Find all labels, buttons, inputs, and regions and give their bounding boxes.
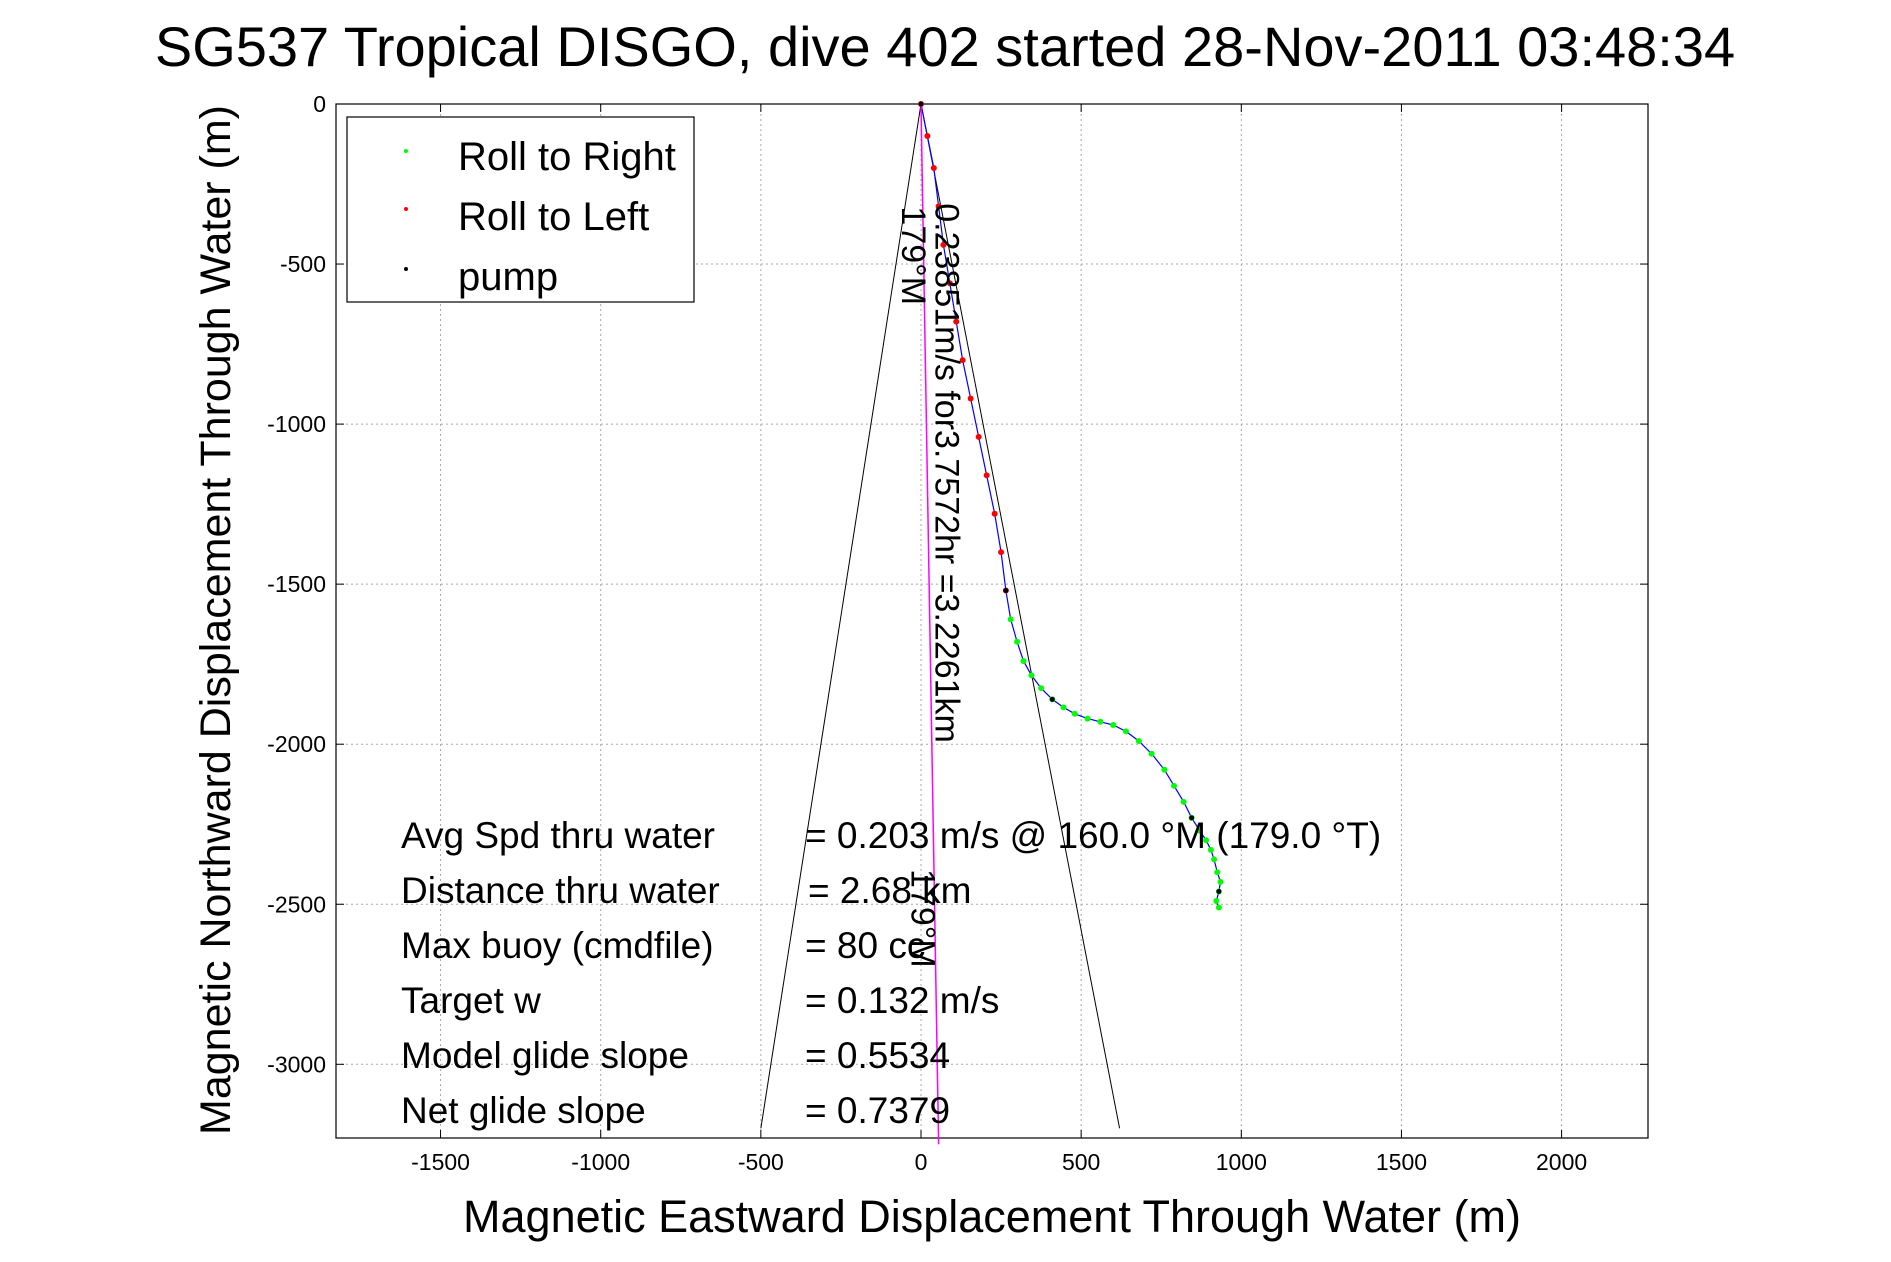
roll-right-marker bbox=[1148, 750, 1155, 757]
legend-marker-roll-right bbox=[404, 149, 408, 153]
annotation-2: 179°M bbox=[903, 869, 941, 968]
y-tick-label: -2000 bbox=[267, 731, 326, 757]
x-tick-label: 500 bbox=[1062, 1149, 1100, 1175]
roll-right-marker bbox=[1097, 718, 1104, 725]
roll-right-marker bbox=[1038, 685, 1045, 692]
roll-right-marker bbox=[1071, 710, 1078, 717]
x-tick-label: -500 bbox=[738, 1149, 784, 1175]
x-tick-label: 0 bbox=[915, 1149, 928, 1175]
stat-value-max-buoy: = 80 cc bbox=[805, 925, 925, 966]
x-tick-label: 1500 bbox=[1376, 1149, 1427, 1175]
roll-right-marker bbox=[1196, 827, 1203, 834]
x-tick-label: -1500 bbox=[411, 1149, 470, 1175]
roll-right-marker bbox=[1214, 869, 1221, 876]
roll-right-marker bbox=[1135, 737, 1142, 744]
pump-marker bbox=[918, 101, 924, 107]
legend-marker-roll-left bbox=[404, 207, 408, 211]
stat-label-target-w: Target w bbox=[401, 980, 541, 1021]
stat-value-avg-speed: = 0.203 m/s @ 160.0 °M (179.0 °T) bbox=[805, 815, 1381, 856]
roll-left-marker bbox=[953, 318, 960, 325]
roll-right-marker bbox=[1020, 657, 1027, 664]
roll-left-marker bbox=[930, 165, 937, 172]
stat-value-net-glide: = 0.7379 bbox=[805, 1090, 950, 1131]
stat-label-model-glide: Model glide slope bbox=[401, 1035, 689, 1076]
y-axis-label: Magnetic Northward Displacement Through … bbox=[192, 105, 240, 1135]
roll-right-marker bbox=[1180, 798, 1187, 805]
roll-right-marker bbox=[1211, 856, 1218, 863]
roll-left-marker bbox=[967, 395, 974, 402]
pump-marker bbox=[1216, 888, 1222, 894]
roll-right-marker bbox=[1215, 904, 1222, 911]
roll-left-marker bbox=[924, 133, 931, 140]
legend: Roll to Right Roll to Left pump bbox=[346, 116, 695, 303]
cone-right-edge bbox=[920, 103, 1121, 1129]
roll-right-marker bbox=[1213, 898, 1220, 905]
y-tick-label: -3000 bbox=[267, 1051, 326, 1077]
roll-left-marker bbox=[998, 549, 1005, 556]
annotation-0: 0.23851m/s for3.7572hr =3.2261km bbox=[927, 203, 965, 743]
y-ticks: 0 -500 -1000 -1500 -2000 -2500 -3000 bbox=[267, 91, 1648, 1077]
roll-left-marker bbox=[940, 241, 947, 248]
stat-value-target-w: = 0.132 m/s bbox=[805, 980, 999, 1021]
legend-marker-pump bbox=[404, 267, 408, 271]
roll-right-marker bbox=[1203, 837, 1210, 844]
roll-right-marker bbox=[1014, 638, 1021, 645]
y-tick-label: 0 bbox=[313, 91, 326, 117]
y-tick-label: -1000 bbox=[267, 411, 326, 437]
roll-right-marker bbox=[1007, 616, 1014, 623]
x-axis-label: Magnetic Eastward Displacement Through W… bbox=[463, 1191, 1521, 1242]
stat-value-model-glide: = 0.5534 bbox=[805, 1035, 950, 1076]
roll-right-marker bbox=[1161, 766, 1168, 773]
roll-right-marker bbox=[1084, 715, 1091, 722]
roll-right-marker bbox=[1171, 782, 1178, 789]
stat-label-net-glide: Net glide slope bbox=[401, 1090, 646, 1131]
roll-right-marker bbox=[1122, 728, 1129, 735]
y-tick-label: -2500 bbox=[267, 891, 326, 917]
roll-left-marker bbox=[983, 472, 990, 479]
chart-title: SG537 Tropical DISGO, dive 402 started 2… bbox=[155, 15, 1735, 78]
roll-right-marker bbox=[1060, 704, 1067, 711]
pump-marker bbox=[1003, 588, 1009, 594]
legend-label-pump: pump bbox=[458, 255, 558, 299]
plot-frame bbox=[335, 103, 1649, 1139]
x-tick-label: 2000 bbox=[1536, 1149, 1587, 1175]
stat-label-distance: Distance thru water bbox=[401, 870, 720, 911]
pump-marker bbox=[1049, 696, 1055, 702]
cone-left-edge bbox=[760, 103, 922, 1129]
annotation-1: 179°M bbox=[894, 206, 932, 305]
roll-right-marker bbox=[1207, 846, 1214, 853]
stat-label-avg-speed: Avg Spd thru water bbox=[401, 815, 715, 856]
marker-group bbox=[918, 101, 1224, 911]
x-ticks: -1500 -1000 -500 0 500 1000 1500 2000 bbox=[411, 104, 1587, 1175]
x-tick-label: -1000 bbox=[571, 1149, 630, 1175]
legend-label-roll-left: Roll to Left bbox=[458, 195, 649, 239]
roll-right-marker bbox=[1028, 672, 1035, 679]
roll-right-marker bbox=[1110, 721, 1117, 728]
y-tick-label: -500 bbox=[280, 251, 326, 277]
heading-line bbox=[920, 103, 940, 1145]
roll-left-marker bbox=[946, 280, 953, 287]
roll-left-marker bbox=[935, 203, 942, 210]
legend-label-roll-right: Roll to Right bbox=[458, 135, 676, 179]
roll-right-marker bbox=[1217, 878, 1224, 885]
heading-cone bbox=[760, 103, 1121, 1129]
pump-marker bbox=[1189, 815, 1195, 821]
stat-label-max-buoy: Max buoy (cmdfile) bbox=[401, 925, 714, 966]
stat-value-distance: = 2.68 km bbox=[808, 870, 972, 911]
roll-left-marker bbox=[975, 433, 982, 440]
roll-left-marker bbox=[959, 357, 966, 364]
y-tick-label: -1500 bbox=[267, 571, 326, 597]
roll-left-marker bbox=[991, 510, 998, 517]
annotations: 0.23851m/s for3.7572hr =3.2261km179°M179… bbox=[894, 203, 966, 967]
x-tick-label: 1000 bbox=[1216, 1149, 1267, 1175]
stats-block: Avg Spd thru water = 0.203 m/s @ 160.0 °… bbox=[401, 815, 1381, 1131]
